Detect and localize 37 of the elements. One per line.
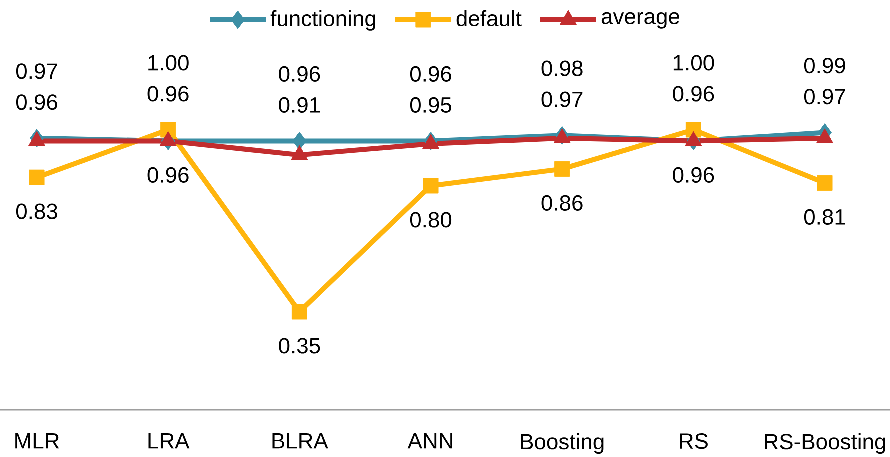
data-label: 0.96 (16, 94, 58, 110)
x-tick-label: Boosting (521, 434, 604, 454)
x-tick-label: BLRA (272, 434, 328, 449)
legend-label: default (456, 10, 522, 27)
point (817, 175, 833, 191)
data-label: 0.96 (410, 66, 452, 82)
data-label: 0.96 (148, 86, 189, 102)
data-label: 0.81 (804, 209, 846, 225)
point (292, 304, 308, 320)
point (423, 178, 439, 194)
point (29, 170, 45, 186)
point (292, 132, 307, 150)
x-tick-label: LRA (148, 434, 190, 449)
data-label: 0.98 (542, 60, 583, 76)
data-label: 0.97 (804, 88, 846, 105)
data-label: 0.83 (16, 204, 58, 220)
data-label: 0.99 (804, 58, 846, 74)
x-tick-label: MLR (16, 434, 60, 449)
legend-label: functioning (270, 10, 376, 31)
data-label: 0.97 (542, 92, 583, 108)
data-label: 0.96 (673, 167, 714, 183)
point (554, 161, 570, 177)
data-label: 0.35 (279, 338, 320, 354)
data-label: 1.00 (674, 55, 714, 71)
data-label: 0.95 (410, 97, 452, 113)
data-label: 0.91 (279, 97, 320, 113)
data-label: 0.96 (148, 167, 189, 183)
x-tick-label: RS-Boosting (765, 434, 886, 454)
legend-label: average (602, 12, 680, 29)
x-tick-label: RS (680, 434, 708, 450)
data-label: 1.00 (148, 55, 189, 71)
data-label: 0.86 (542, 195, 583, 211)
x-tick-label: ANN (408, 434, 452, 449)
data-label: 0.96 (279, 66, 320, 82)
data-label: 0.80 (410, 212, 452, 228)
data-label: 0.96 (673, 86, 714, 102)
data-label: 0.97 (16, 64, 58, 80)
